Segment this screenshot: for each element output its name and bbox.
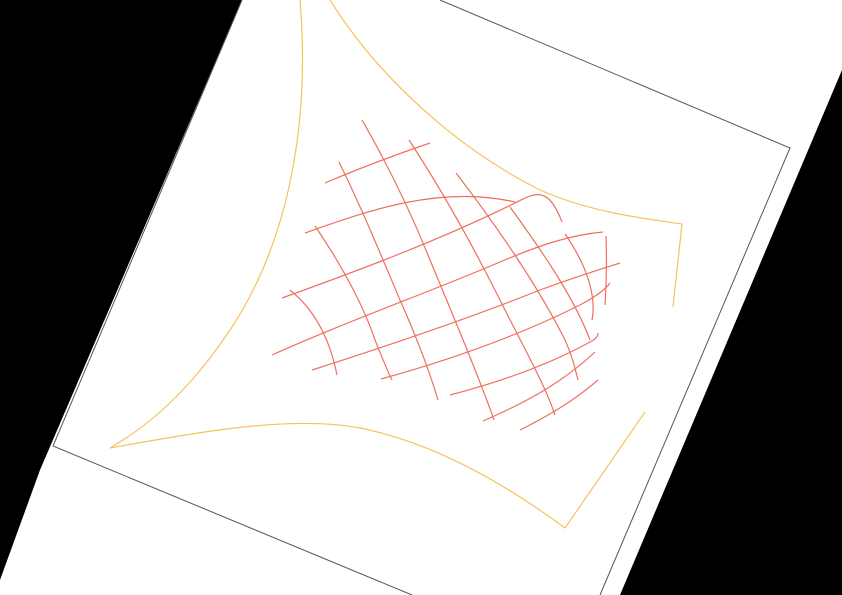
boundary-curve-top [329, 0, 683, 308]
mesh-line-horizontal-7 [449, 332, 599, 396]
mesh-line-vertical-5 [289, 289, 338, 376]
mesh-line-vertical-1 [361, 119, 495, 421]
mesh-line-horizontal-9 [519, 379, 599, 431]
mesh-line-horizontal-8 [482, 351, 596, 422]
mesh-line-vertical-3 [338, 161, 439, 401]
boundary-curves [109, 0, 683, 529]
mesh-line-horizontal-2 [304, 195, 516, 234]
frame-border [52, 0, 413, 595]
boundary-curve-bottom [109, 411, 646, 529]
mesh-line-horizontal-5 [311, 262, 621, 371]
mesh-line-horizontal-3 [281, 194, 563, 299]
mesh-line-vertical-6 [455, 172, 579, 381]
mesh-line-horizontal-4 [271, 231, 604, 356]
mesh-line-horizontal-6 [380, 282, 611, 380]
mesh-line-vertical-9 [604, 235, 608, 306]
mesh-line-vertical-4 [314, 225, 393, 381]
mesh-line-vertical-7 [509, 206, 591, 341]
boundary-curve-left [109, 0, 304, 449]
mesh-line-vertical-2 [408, 139, 556, 416]
frame-border-top [439, 0, 791, 595]
mesh-line-vertical-8 [564, 233, 594, 321]
deformation-mesh [271, 119, 621, 431]
mesh-line-horizontal-1 [324, 142, 431, 184]
